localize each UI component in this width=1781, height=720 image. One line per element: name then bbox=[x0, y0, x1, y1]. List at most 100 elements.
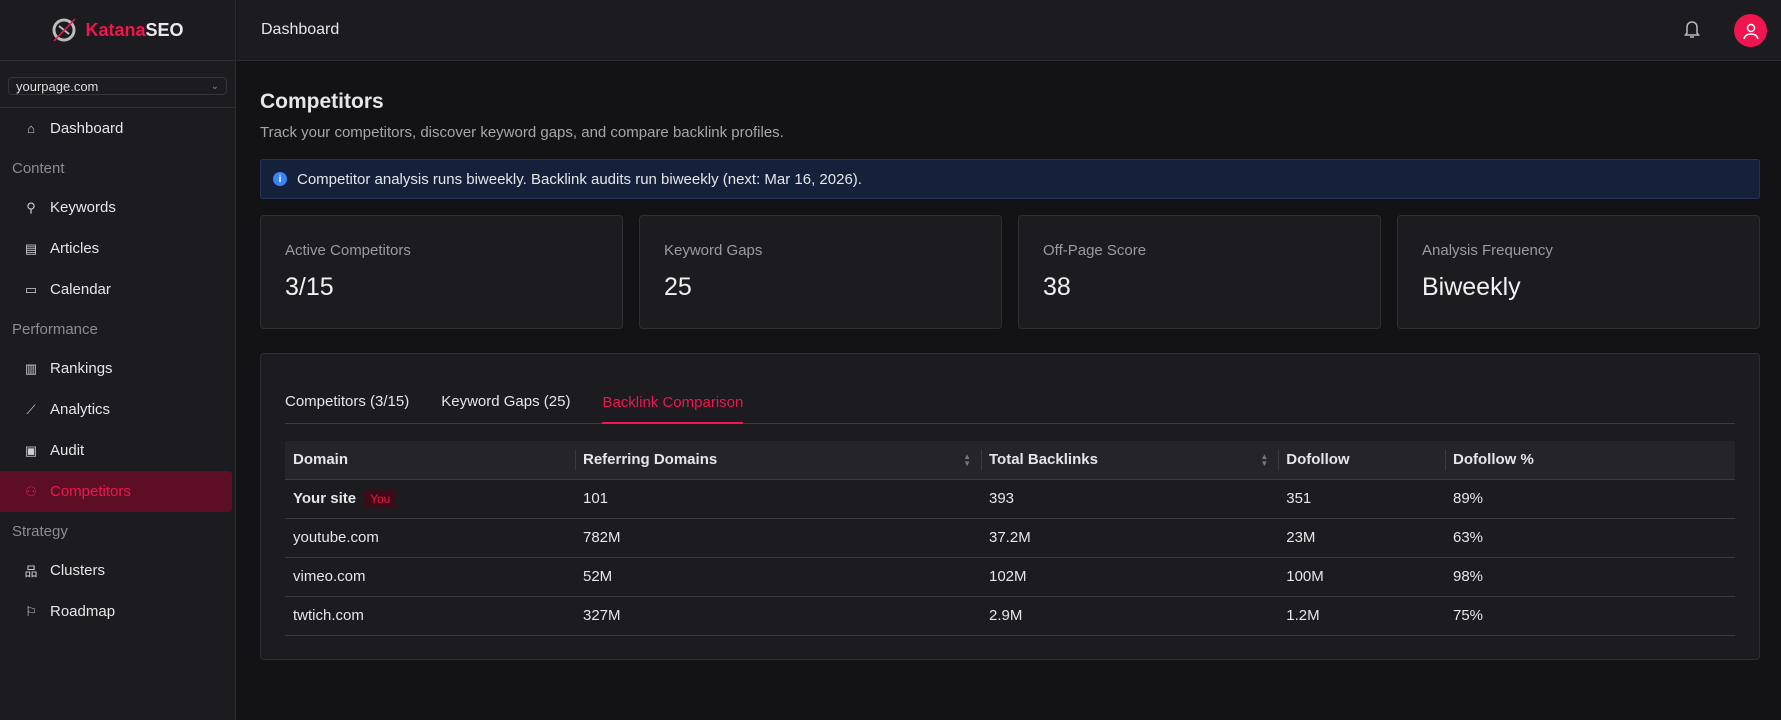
tab-backlink-comparison[interactable]: Backlink Comparison bbox=[602, 394, 744, 424]
stat-value: 38 bbox=[1043, 273, 1071, 301]
sidebar-section-performance: Performance bbox=[12, 320, 98, 338]
sidebar-item-analytics[interactable]: ⟋ Analytics bbox=[0, 389, 232, 430]
tab-keyword-gaps[interactable]: Keyword Gaps (25) bbox=[441, 393, 571, 410]
sidebar-item-label: Analytics bbox=[50, 401, 111, 418]
sidebar-item-label: Roadmap bbox=[50, 603, 116, 620]
document-icon: ▤ bbox=[24, 240, 38, 256]
sidebar-section-strategy: Strategy bbox=[12, 522, 68, 540]
sidebar-item-competitors[interactable]: ⚇ Competitors bbox=[0, 471, 232, 512]
page-subtitle: Track your competitors, discover keyword… bbox=[260, 124, 784, 141]
cell-referring-domains: 327M bbox=[575, 596, 981, 636]
stat-label: Analysis Frequency bbox=[1422, 242, 1553, 259]
table-row: youtube.com 782M 37.2M 23M 63% bbox=[285, 518, 1735, 558]
cell-domain: twtich.com bbox=[285, 596, 575, 636]
search-icon: ⚲ bbox=[26, 199, 36, 215]
cell-dofollow: 100M bbox=[1278, 557, 1445, 597]
cell-referring-domains: 782M bbox=[575, 518, 981, 558]
column-label: Dofollow % bbox=[1453, 451, 1534, 469]
cell-total-backlinks: 37.2M bbox=[981, 518, 1279, 558]
sidebar: KatanaSEO yourpage.com ⌄ ⌂ Dashboard Conte… bbox=[0, 0, 236, 720]
stat-card-analysis-frequency: Analysis Frequency Biweekly bbox=[1397, 215, 1760, 329]
brand-name: Katana bbox=[85, 19, 146, 40]
cell-dofollow: 351 bbox=[1278, 479, 1445, 519]
site-selector[interactable]: yourpage.com ⌄ bbox=[8, 77, 227, 95]
page-title: Competitors bbox=[260, 90, 384, 113]
line-chart-icon: ⟋ bbox=[26, 401, 36, 417]
info-banner: i Competitor analysis runs biweekly. Back… bbox=[260, 159, 1760, 199]
sidebar-section-content: Content bbox=[12, 159, 65, 177]
sidebar-item-clusters[interactable]: 品 Clusters bbox=[0, 550, 232, 591]
column-label: Referring Domains bbox=[583, 451, 718, 469]
info-banner-text: Competitor analysis runs biweekly. Backl… bbox=[297, 170, 862, 188]
sidebar-item-label: Dashboard bbox=[50, 120, 124, 137]
stat-value: 25 bbox=[664, 273, 692, 301]
sidebar-item-rankings[interactable]: ▥ Rankings bbox=[0, 348, 232, 389]
sidebar-item-keywords[interactable]: ⚲ Keywords bbox=[0, 187, 232, 228]
sidebar-item-label: Keywords bbox=[50, 199, 116, 216]
home-icon: ⌂ bbox=[27, 121, 35, 136]
column-header-domain: Domain bbox=[285, 441, 575, 480]
sort-icon[interactable]: ▲ ▼ bbox=[1260, 452, 1269, 468]
audit-icon: ▣ bbox=[24, 442, 38, 458]
competitors-panel: Competitors (3/15) Keyword Gaps (25) Bac… bbox=[260, 353, 1760, 660]
sidebar-item-dashboard[interactable]: ⌂ Dashboard bbox=[0, 108, 232, 149]
cell-dofollow: 23M bbox=[1278, 518, 1445, 558]
cell-referring-domains: 101 bbox=[575, 479, 981, 519]
cell-dofollow-pct: 75% bbox=[1445, 596, 1735, 636]
tab-bar: Competitors (3/15) Keyword Gaps (25) Bac… bbox=[285, 354, 1735, 424]
stat-card-keyword-gaps: Keyword Gaps 25 bbox=[639, 215, 1002, 329]
site-selector-value: yourpage.com bbox=[16, 78, 99, 94]
cell-domain: youtube.com bbox=[285, 518, 575, 558]
divider bbox=[0, 107, 235, 108]
column-header-referring-domains[interactable]: Referring Domains ▲ ▼ bbox=[575, 441, 981, 480]
users-icon: ⚇ bbox=[25, 483, 37, 499]
column-header-dofollow-pct: Dofollow % bbox=[1445, 441, 1735, 480]
stat-card-off-page-score: Off-Page Score 38 bbox=[1018, 215, 1381, 329]
sidebar-item-label: Articles bbox=[50, 240, 100, 257]
sidebar-item-articles[interactable]: ▤ Articles bbox=[0, 228, 232, 269]
domain-name: Your site bbox=[293, 490, 357, 507]
sidebar-item-calendar[interactable]: ▭ Calendar bbox=[0, 269, 232, 310]
sidebar-item-label: Competitors bbox=[50, 483, 131, 500]
info-icon: i bbox=[273, 172, 287, 186]
logo[interactable]: KatanaSEO bbox=[0, 0, 235, 61]
column-label: Total Backlinks bbox=[989, 451, 1098, 469]
cell-total-backlinks: 2.9M bbox=[981, 596, 1279, 636]
bell-icon[interactable] bbox=[1683, 19, 1701, 44]
stat-value: 3/15 bbox=[285, 273, 334, 301]
sidebar-item-roadmap[interactable]: ⚐ Roadmap bbox=[0, 591, 232, 632]
main-content: Competitors Track your competitors, disc… bbox=[260, 61, 1760, 660]
cell-domain: Your site You bbox=[285, 479, 575, 519]
sidebar-item-label: Audit bbox=[50, 442, 85, 459]
stat-label: Active Competitors bbox=[285, 242, 411, 259]
cell-dofollow-pct: 89% bbox=[1445, 479, 1735, 519]
column-header-dofollow: Dofollow bbox=[1278, 441, 1445, 480]
flag-icon: ⚐ bbox=[25, 603, 37, 619]
column-header-total-backlinks[interactable]: Total Backlinks ▲ ▼ bbox=[981, 441, 1279, 480]
sitemap-icon: 品 bbox=[24, 564, 38, 579]
cell-domain: vimeo.com bbox=[285, 557, 575, 597]
tab-competitors[interactable]: Competitors (3/15) bbox=[285, 393, 410, 410]
sidebar-item-label: Calendar bbox=[50, 281, 111, 298]
chevron-down-icon: ⌄ bbox=[210, 80, 219, 92]
stat-label: Off-Page Score bbox=[1043, 242, 1147, 259]
brand-suffix: SEO bbox=[145, 19, 184, 40]
cell-referring-domains: 52M bbox=[575, 557, 981, 597]
sidebar-item-audit[interactable]: ▣ Audit bbox=[0, 430, 232, 471]
table-row: twtich.com 327M 2.9M 1.2M 75% bbox=[285, 596, 1735, 636]
top-header: Dashboard bbox=[237, 0, 1781, 61]
sort-icon[interactable]: ▲ ▼ bbox=[963, 452, 971, 468]
cell-total-backlinks: 393 bbox=[981, 479, 1279, 519]
column-label: Dofollow bbox=[1286, 451, 1350, 469]
katana-logo-icon bbox=[52, 18, 77, 42]
user-icon bbox=[1742, 23, 1759, 39]
cell-dofollow: 1.2M bbox=[1278, 596, 1445, 636]
user-avatar[interactable] bbox=[1734, 14, 1767, 47]
stat-label: Keyword Gaps bbox=[664, 242, 763, 259]
sidebar-item-label: Rankings bbox=[50, 360, 113, 377]
stat-card-active-competitors: Active Competitors 3/15 bbox=[260, 215, 623, 329]
cell-dofollow-pct: 63% bbox=[1445, 518, 1735, 558]
table-row: Your site You 101 393 351 89% bbox=[285, 479, 1735, 519]
sidebar-item-label: Clusters bbox=[50, 562, 106, 579]
column-label: Domain bbox=[293, 451, 349, 469]
